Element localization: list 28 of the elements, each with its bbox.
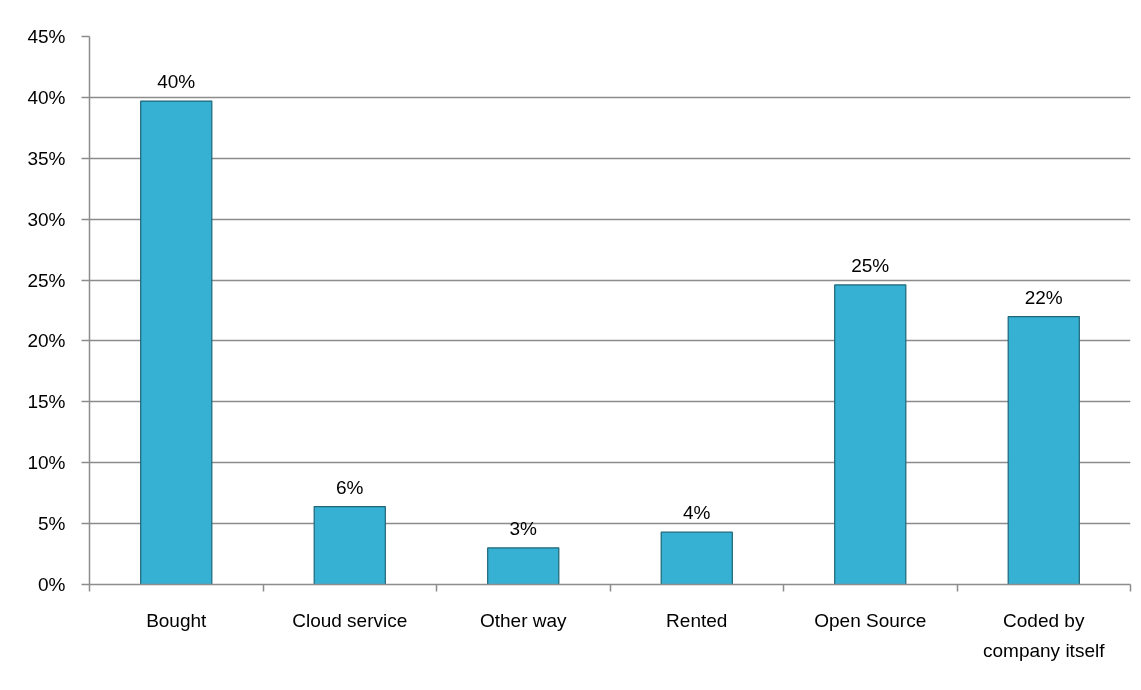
bar: [1007, 315, 1080, 585]
y-tick-label: 35%: [27, 147, 66, 169]
y-tick-label: 40%: [27, 86, 66, 108]
data-label: 25%: [851, 254, 890, 276]
data-label: 22%: [1024, 286, 1063, 308]
bar: [660, 531, 733, 585]
bar: [140, 100, 213, 585]
data-label: 3%: [509, 517, 538, 539]
y-tick-label: 15%: [27, 391, 66, 413]
bar: [834, 284, 907, 585]
x-tick-label: Bought: [146, 609, 208, 631]
data-label: 4%: [683, 502, 711, 524]
x-tick-label: Coded by company itself: [983, 609, 1106, 661]
bar: [313, 505, 386, 585]
x-tick-label: Cloud service: [292, 609, 408, 631]
y-tick-label: 20%: [27, 330, 66, 352]
y-tick-label: 0%: [38, 574, 66, 595]
bar: [487, 547, 560, 585]
x-tick-label: Rented: [666, 609, 728, 631]
y-tick-label: 10%: [27, 452, 66, 474]
y-tick-label: 5%: [38, 513, 66, 535]
data-label: 6%: [336, 476, 364, 498]
x-tick-label: Open Source: [814, 609, 927, 631]
x-tick-label: Other way: [479, 609, 568, 631]
y-tick-label: 30%: [27, 208, 66, 230]
y-tick-label: 45%: [27, 26, 66, 47]
data-label: 40%: [157, 71, 196, 93]
y-tick-label: 25%: [27, 269, 66, 291]
